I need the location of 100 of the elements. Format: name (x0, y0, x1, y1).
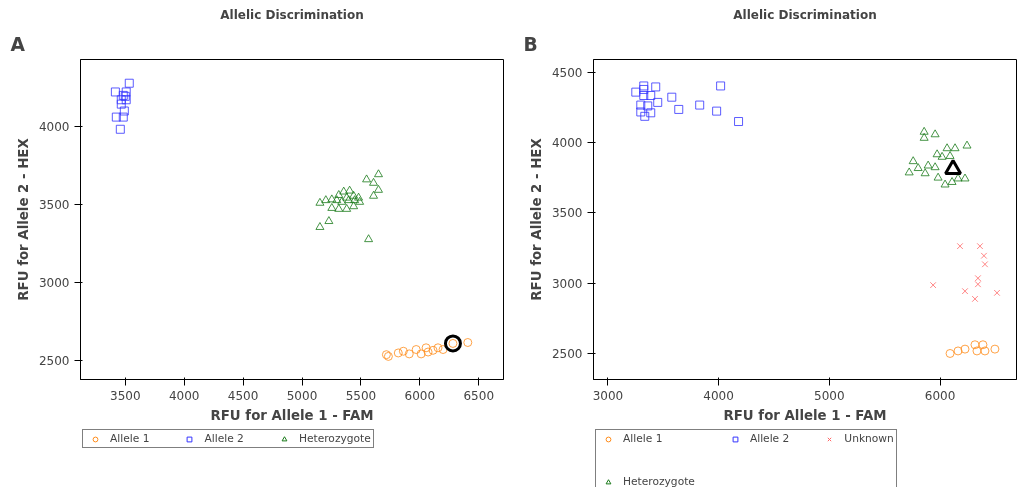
point (373, 169, 383, 178)
point (639, 91, 649, 101)
x-tick-label: 6000 (924, 388, 956, 403)
point (716, 81, 726, 91)
point (411, 345, 421, 355)
point (933, 172, 943, 181)
y-tick-label: 3000 (38, 276, 70, 291)
point (972, 346, 982, 356)
point (404, 349, 414, 359)
point (947, 177, 957, 185)
legend-label: Unknown (844, 432, 894, 445)
point (349, 201, 359, 210)
point (695, 100, 705, 110)
point (636, 107, 646, 117)
x-tick-label: 6500 (463, 388, 495, 403)
y-tick-label: 4500 (551, 65, 583, 80)
point (327, 202, 337, 211)
point (953, 346, 963, 356)
point (956, 242, 964, 250)
y-axis-title: RFU for Allele 2 - HEX (15, 137, 31, 301)
x-axis-title: RFU for Allele 1 - FAM (723, 407, 887, 423)
legend-label: Allele 1 (110, 432, 150, 445)
point (974, 274, 982, 282)
point (980, 252, 988, 260)
point (712, 106, 722, 116)
x-axis-title: RFU for Allele 1 - FAM (210, 407, 374, 423)
point (327, 194, 337, 203)
point (342, 192, 352, 201)
x-tick-label: 5000 (814, 388, 845, 403)
point (937, 151, 947, 160)
point (443, 334, 462, 353)
legend-label: Allele 1 (623, 432, 663, 445)
point (971, 295, 979, 303)
legend-label: Heterozygote (298, 432, 371, 445)
point (398, 346, 408, 356)
point (640, 111, 650, 121)
point (416, 349, 426, 359)
text: A (10, 33, 26, 55)
point (923, 160, 933, 169)
y-tick-label: 3500 (551, 206, 583, 221)
point (433, 343, 443, 353)
point (428, 345, 438, 355)
point (651, 82, 661, 92)
point (332, 195, 342, 204)
point (962, 140, 972, 149)
point (990, 344, 1000, 354)
legend-label: Allele 2 (749, 432, 790, 445)
point (324, 216, 334, 225)
point (349, 190, 359, 199)
point (344, 195, 354, 204)
point (908, 156, 918, 165)
point (643, 101, 653, 111)
point (369, 190, 379, 199)
x-tick-label: 4000 (703, 388, 734, 403)
point (945, 151, 955, 159)
point (334, 203, 344, 212)
chart-title: Allelic Discrimination (220, 7, 364, 22)
point (980, 346, 990, 356)
point (734, 117, 744, 127)
point (913, 163, 923, 172)
point (904, 167, 914, 176)
point (970, 340, 980, 350)
x-tick-label: 3000 (592, 388, 624, 403)
point (124, 78, 134, 88)
point (354, 192, 364, 201)
y-axis-title: RFU for Allele 2 - HEX (528, 137, 544, 301)
point (421, 343, 431, 353)
point (393, 348, 403, 358)
x-tick-label: 6000 (404, 388, 436, 403)
legend-label: Allele 2 (204, 432, 244, 445)
y-tick-label: 4000 (551, 135, 583, 150)
point (919, 132, 929, 141)
chart-title: Allelic Discrimination (733, 7, 877, 22)
x-tick-label: 4500 (227, 388, 259, 403)
point (945, 348, 955, 358)
text: B (523, 33, 538, 55)
point (978, 340, 988, 350)
point (919, 126, 929, 135)
x-tick-label: 5000 (286, 388, 318, 403)
point (674, 104, 684, 114)
point (631, 87, 641, 97)
point (653, 97, 663, 107)
point (362, 174, 372, 183)
point (636, 100, 646, 110)
point (976, 242, 984, 250)
point (950, 143, 960, 152)
point (119, 106, 129, 116)
point (369, 177, 379, 186)
y-tick-label: 4000 (38, 120, 70, 135)
point (981, 260, 989, 268)
point (930, 129, 940, 138)
point (337, 196, 347, 205)
point (315, 197, 325, 206)
point (932, 149, 942, 158)
point (920, 168, 930, 177)
point (115, 124, 125, 134)
x-tick-label: 3500 (110, 388, 141, 403)
point (364, 234, 374, 243)
point (646, 91, 656, 101)
point (929, 281, 937, 289)
